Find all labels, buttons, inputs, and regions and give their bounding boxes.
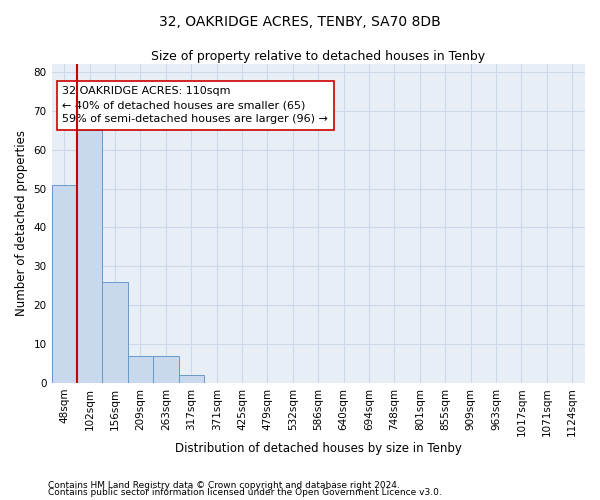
Bar: [179, 375, 204, 383]
Text: Contains public sector information licensed under the Open Government Licence v3: Contains public sector information licen…: [48, 488, 442, 497]
Text: Contains HM Land Registry data © Crown copyright and database right 2024.: Contains HM Land Registry data © Crown c…: [48, 480, 400, 490]
Bar: [128, 356, 153, 383]
Bar: [153, 356, 179, 383]
Text: 32 OAKRIDGE ACRES: 110sqm
← 40% of detached houses are smaller (65)
59% of semi-: 32 OAKRIDGE ACRES: 110sqm ← 40% of detac…: [62, 86, 328, 124]
Bar: [52, 184, 77, 383]
Bar: [77, 130, 103, 383]
X-axis label: Distribution of detached houses by size in Tenby: Distribution of detached houses by size …: [175, 442, 462, 455]
Y-axis label: Number of detached properties: Number of detached properties: [15, 130, 28, 316]
Title: Size of property relative to detached houses in Tenby: Size of property relative to detached ho…: [151, 50, 485, 63]
Bar: [103, 282, 128, 383]
Text: 32, OAKRIDGE ACRES, TENBY, SA70 8DB: 32, OAKRIDGE ACRES, TENBY, SA70 8DB: [159, 15, 441, 29]
